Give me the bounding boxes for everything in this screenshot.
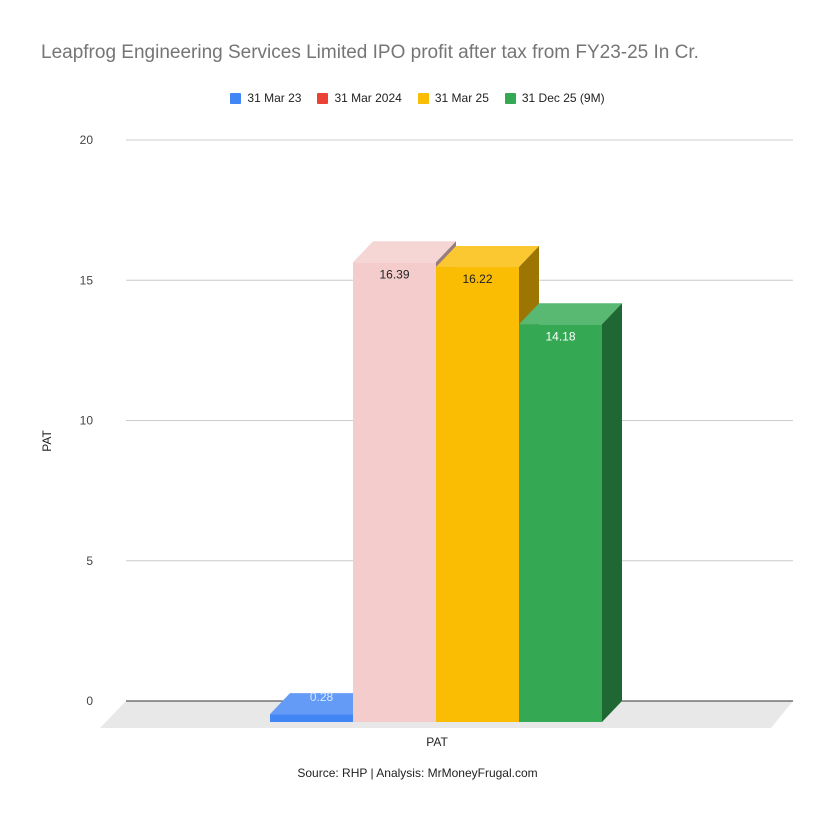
legend-item[interactable]: 31 Mar 2024	[317, 91, 402, 105]
legend: 31 Mar 23 31 Mar 2024 31 Mar 25 31 Dec 2…	[0, 91, 835, 105]
bar-top	[353, 241, 456, 263]
bar	[436, 267, 519, 722]
x-axis-label: PAT	[426, 735, 448, 749]
y-tick-label: 10	[80, 414, 94, 428]
y-tick-label: 15	[80, 273, 94, 287]
bar-top	[436, 246, 539, 268]
y-tick-label: 5	[86, 554, 93, 568]
bar	[270, 714, 353, 722]
legend-swatch	[417, 92, 429, 104]
legend-swatch	[230, 92, 242, 104]
chart-title: Leapfrog Engineering Services Limited IP…	[41, 42, 699, 63]
legend-label: 31 Mar 2024	[334, 91, 402, 105]
bar	[353, 262, 436, 722]
y-tick-label: 20	[80, 133, 94, 147]
data-label: 16.22	[462, 272, 492, 286]
data-label: 16.39	[379, 267, 409, 281]
y-axis-title: PAT	[40, 430, 54, 452]
legend-swatch	[317, 92, 329, 104]
y-tick-label: 0	[86, 694, 93, 708]
legend-swatch	[504, 92, 516, 104]
bar-side	[602, 303, 622, 722]
data-label: 14.18	[545, 329, 575, 343]
legend-item[interactable]: 31 Mar 23	[230, 91, 301, 105]
bar	[519, 324, 602, 722]
legend-label: 31 Dec 25 (9M)	[521, 91, 605, 105]
bar-top	[270, 693, 373, 715]
legend-label: 31 Mar 25	[434, 91, 489, 105]
bar-top	[519, 303, 622, 325]
legend-label: 31 Mar 23	[247, 91, 302, 105]
legend-item[interactable]: 31 Dec 25 (9M)	[504, 91, 605, 105]
source-footer: Source: RHP | Analysis: MrMoneyFrugal.co…	[297, 766, 538, 780]
legend-item[interactable]: 31 Mar 25	[417, 91, 489, 105]
data-label: 0.28	[310, 690, 334, 704]
